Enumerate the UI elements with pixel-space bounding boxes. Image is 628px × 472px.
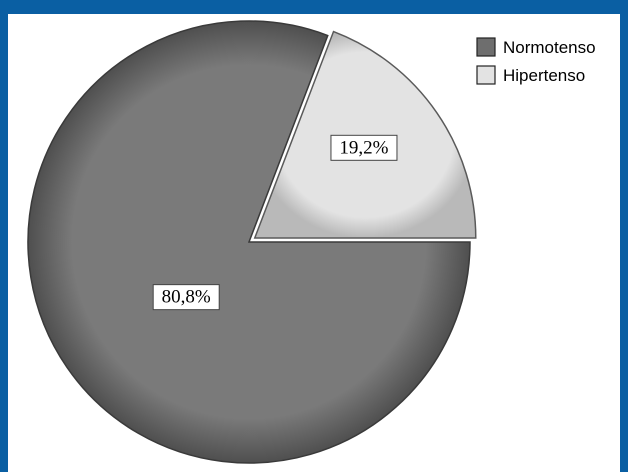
- data-label-normotenso: 80,8%: [152, 284, 220, 311]
- legend-item-normotenso: Normotenso: [476, 37, 596, 57]
- pie-slice-normotenso: [27, 20, 471, 464]
- svg-text:19,2%: 19,2%: [339, 137, 388, 158]
- legend: Normotenso Hipertenso: [476, 37, 596, 85]
- data-label-hipertenso: 19,2%: [330, 134, 398, 161]
- legend-item-hipertenso: Hipertenso: [476, 65, 585, 85]
- legend-label: Hipertenso: [503, 66, 585, 85]
- legend-swatch: [476, 65, 496, 85]
- legend-swatch: [476, 37, 496, 57]
- legend-label: Normotenso: [503, 38, 596, 57]
- svg-text:80,8%: 80,8%: [162, 287, 211, 308]
- pie-slice-hipertenso: [253, 30, 477, 239]
